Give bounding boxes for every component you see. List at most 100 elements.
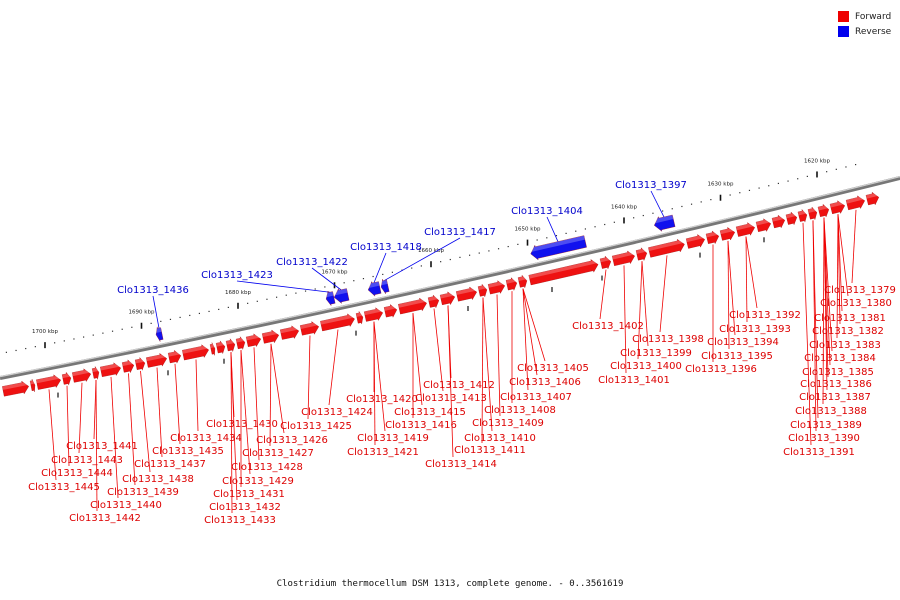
forward-gene-arrow[interactable] bbox=[100, 362, 122, 379]
forward-gene-label[interactable]: Clo1313_1393 bbox=[719, 324, 791, 335]
forward-gene-label[interactable]: Clo1313_1429 bbox=[222, 476, 294, 487]
forward-gene-arrow[interactable] bbox=[865, 191, 881, 207]
reverse-gene-arrow[interactable] bbox=[366, 280, 382, 297]
reverse-gene-arrow[interactable] bbox=[332, 287, 350, 305]
forward-gene-label[interactable]: Clo1313_1408 bbox=[484, 405, 556, 416]
forward-gene-arrow[interactable] bbox=[685, 233, 707, 250]
forward-gene-label[interactable]: Clo1313_1419 bbox=[357, 433, 429, 444]
forward-gene-label[interactable]: Clo1313_1433 bbox=[204, 515, 276, 526]
forward-gene-arrow[interactable] bbox=[134, 356, 146, 372]
forward-gene-label[interactable]: Clo1313_1427 bbox=[242, 448, 314, 459]
forward-gene-label[interactable]: Clo1313_1405 bbox=[517, 363, 589, 374]
forward-gene-label[interactable]: Clo1313_1402 bbox=[572, 321, 644, 332]
forward-gene-label[interactable]: Clo1313_1380 bbox=[820, 298, 892, 309]
forward-gene-arrow[interactable] bbox=[427, 294, 441, 309]
forward-gene-arrow[interactable] bbox=[528, 258, 599, 286]
forward-gene-arrow[interactable] bbox=[72, 368, 92, 384]
forward-gene-arrow[interactable] bbox=[209, 342, 217, 356]
forward-gene-label[interactable]: Clo1313_1383 bbox=[809, 340, 881, 351]
reverse-gene-arrow[interactable] bbox=[324, 290, 336, 306]
forward-gene-arrow[interactable] bbox=[279, 325, 300, 341]
forward-gene-label[interactable]: Clo1313_1443 bbox=[51, 455, 123, 466]
reverse-gene-arrow[interactable] bbox=[529, 234, 587, 261]
forward-gene-arrow[interactable] bbox=[439, 291, 456, 307]
forward-gene-arrow[interactable] bbox=[225, 338, 236, 353]
forward-gene-label[interactable]: Clo1313_1421 bbox=[347, 447, 419, 458]
forward-gene-arrow[interactable] bbox=[599, 255, 613, 270]
forward-gene-arrow[interactable] bbox=[755, 217, 773, 233]
forward-gene-arrow[interactable] bbox=[648, 238, 686, 259]
forward-gene-arrow[interactable] bbox=[383, 303, 399, 318]
forward-gene-label[interactable]: Clo1313_1390 bbox=[788, 433, 860, 444]
forward-gene-label[interactable]: Clo1313_1416 bbox=[385, 420, 457, 431]
forward-gene-arrow[interactable] bbox=[182, 344, 210, 362]
reverse-gene-label[interactable]: Clo1313_1436 bbox=[117, 285, 189, 296]
forward-gene-label[interactable]: Clo1313_1424 bbox=[301, 407, 373, 418]
forward-gene-label[interactable]: Clo1313_1431 bbox=[213, 489, 285, 500]
forward-gene-arrow[interactable] bbox=[167, 349, 182, 364]
forward-gene-label[interactable]: Clo1313_1435 bbox=[152, 446, 224, 457]
forward-gene-label[interactable]: Clo1313_1382 bbox=[812, 326, 884, 337]
forward-gene-label[interactable]: Clo1313_1441 bbox=[66, 441, 138, 452]
forward-gene-label[interactable]: Clo1313_1428 bbox=[231, 462, 303, 473]
forward-gene-label[interactable]: Clo1313_1440 bbox=[90, 500, 162, 511]
forward-gene-label[interactable]: Clo1313_1444 bbox=[41, 468, 113, 479]
forward-gene-arrow[interactable] bbox=[807, 206, 819, 221]
forward-gene-arrow[interactable] bbox=[735, 221, 757, 238]
forward-gene-arrow[interactable] bbox=[215, 340, 226, 355]
forward-gene-arrow[interactable] bbox=[29, 379, 36, 393]
forward-gene-arrow[interactable] bbox=[235, 336, 246, 351]
forward-gene-arrow[interactable] bbox=[261, 329, 280, 345]
forward-gene-arrow[interactable] bbox=[91, 366, 100, 380]
forward-gene-arrow[interactable] bbox=[817, 203, 831, 218]
forward-gene-label[interactable]: Clo1313_1415 bbox=[394, 407, 466, 418]
forward-gene-label[interactable]: Clo1313_1432 bbox=[209, 502, 281, 513]
forward-gene-label[interactable]: Clo1313_1426 bbox=[256, 435, 328, 446]
forward-gene-label[interactable]: Clo1313_1434 bbox=[170, 433, 242, 444]
forward-gene-arrow[interactable] bbox=[355, 311, 365, 325]
forward-gene-arrow[interactable] bbox=[36, 374, 62, 391]
forward-gene-arrow[interactable] bbox=[785, 211, 799, 226]
forward-gene-arrow[interactable] bbox=[487, 279, 506, 295]
forward-gene-label[interactable]: Clo1313_1438 bbox=[122, 474, 194, 485]
reverse-gene-arrow[interactable] bbox=[652, 213, 676, 232]
forward-gene-label[interactable]: Clo1313_1395 bbox=[701, 351, 773, 362]
forward-gene-label[interactable]: Clo1313_1389 bbox=[790, 420, 862, 431]
forward-gene-arrow[interactable] bbox=[121, 359, 135, 374]
reverse-gene-label[interactable]: Clo1313_1418 bbox=[350, 242, 422, 253]
forward-gene-arrow[interactable] bbox=[771, 214, 787, 229]
forward-gene-arrow[interactable] bbox=[146, 352, 168, 369]
forward-gene-arrow[interactable] bbox=[245, 333, 262, 349]
forward-gene-label[interactable]: Clo1313_1381 bbox=[814, 313, 886, 324]
forward-gene-label[interactable]: Clo1313_1386 bbox=[800, 379, 872, 390]
forward-gene-arrow[interactable] bbox=[320, 313, 356, 333]
forward-gene-label[interactable]: Clo1313_1401 bbox=[598, 375, 670, 386]
forward-gene-arrow[interactable] bbox=[2, 380, 30, 398]
forward-gene-arrow[interactable] bbox=[299, 320, 320, 336]
forward-gene-label[interactable]: Clo1313_1411 bbox=[454, 445, 526, 456]
forward-gene-arrow[interactable] bbox=[719, 226, 737, 242]
forward-gene-label[interactable]: Clo1313_1398 bbox=[632, 334, 704, 345]
forward-gene-label[interactable]: Clo1313_1410 bbox=[464, 433, 536, 444]
forward-gene-label[interactable]: Clo1313_1425 bbox=[280, 421, 352, 432]
forward-gene-arrow[interactable] bbox=[845, 194, 867, 211]
forward-gene-arrow[interactable] bbox=[61, 371, 72, 386]
forward-gene-label[interactable]: Clo1313_1442 bbox=[69, 513, 141, 524]
forward-gene-arrow[interactable] bbox=[505, 277, 519, 292]
forward-gene-label[interactable]: Clo1313_1396 bbox=[685, 364, 757, 375]
forward-gene-arrow[interactable] bbox=[455, 286, 478, 303]
reverse-gene-label[interactable]: Clo1313_1397 bbox=[615, 180, 687, 191]
forward-gene-label[interactable]: Clo1313_1400 bbox=[610, 361, 682, 372]
forward-gene-label[interactable]: Clo1313_1420 bbox=[346, 394, 418, 405]
forward-gene-label[interactable]: Clo1313_1391 bbox=[783, 447, 855, 458]
forward-gene-arrow[interactable] bbox=[398, 297, 428, 316]
forward-gene-arrow[interactable] bbox=[635, 247, 649, 262]
reverse-gene-label[interactable]: Clo1313_1404 bbox=[511, 206, 583, 217]
forward-gene-label[interactable]: Clo1313_1384 bbox=[804, 353, 876, 364]
forward-gene-label[interactable]: Clo1313_1394 bbox=[707, 337, 779, 348]
forward-gene-label[interactable]: Clo1313_1387 bbox=[799, 392, 871, 403]
forward-gene-arrow[interactable] bbox=[797, 208, 809, 224]
reverse-gene-label[interactable]: Clo1313_1417 bbox=[424, 227, 496, 238]
forward-gene-label[interactable]: Clo1313_1385 bbox=[802, 367, 874, 378]
reverse-gene-arrow[interactable] bbox=[379, 278, 390, 294]
